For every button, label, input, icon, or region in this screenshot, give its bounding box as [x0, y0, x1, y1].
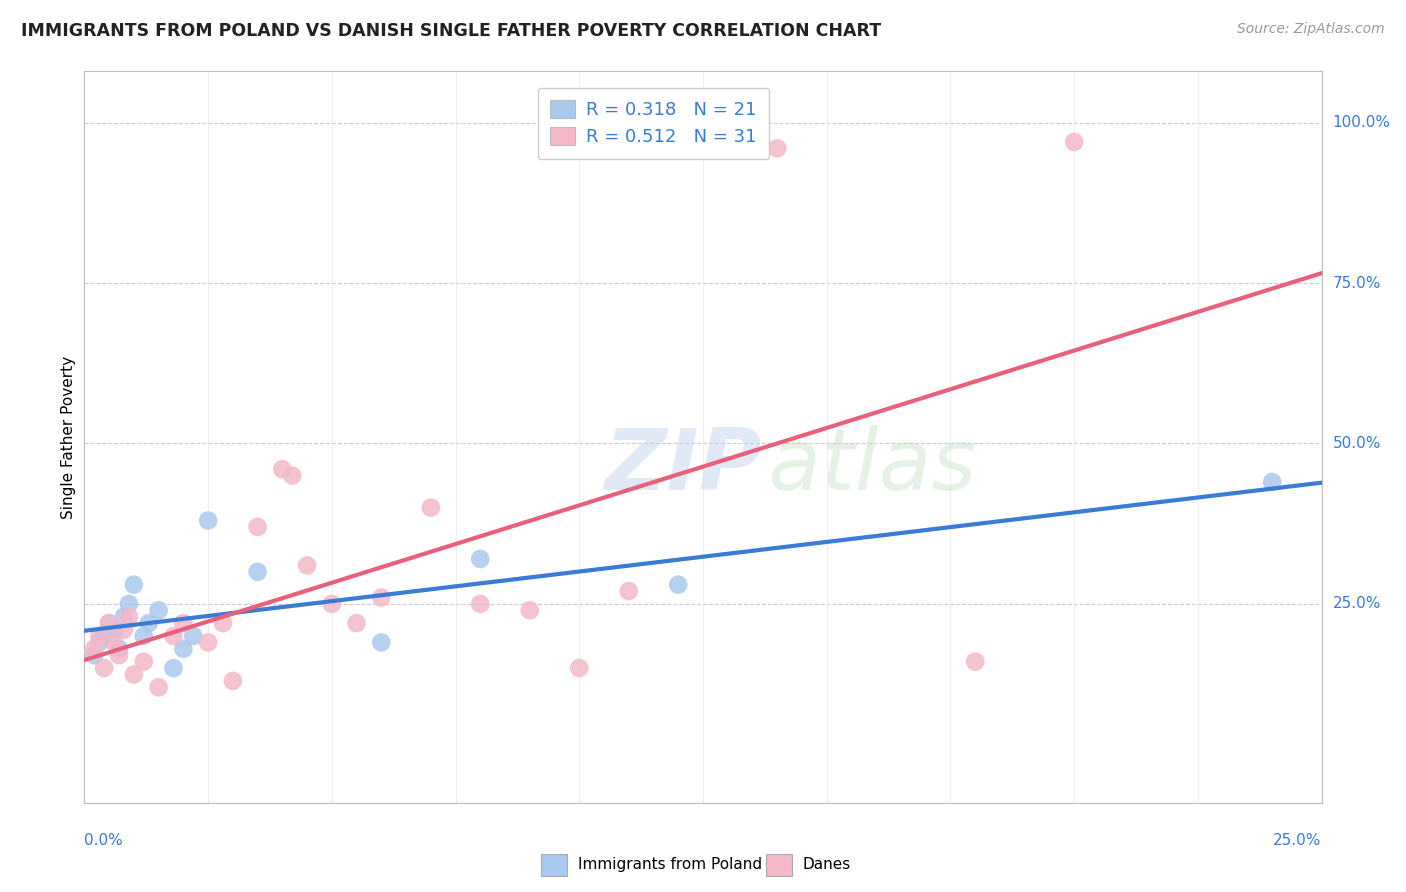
Text: Immigrants from Poland: Immigrants from Poland	[578, 857, 762, 871]
Point	[162, 661, 184, 675]
Point	[148, 681, 170, 695]
Point	[162, 629, 184, 643]
Point	[108, 641, 131, 656]
Text: atlas: atlas	[605, 425, 976, 508]
Point	[122, 667, 145, 681]
Point	[212, 616, 235, 631]
Text: 75.0%: 75.0%	[1333, 276, 1381, 291]
Text: 25.0%: 25.0%	[1274, 833, 1322, 848]
Point	[222, 673, 245, 688]
Point	[568, 661, 591, 675]
Point	[246, 520, 269, 534]
Point	[93, 661, 115, 675]
Point	[89, 635, 111, 649]
Point	[470, 552, 492, 566]
Point	[98, 616, 121, 631]
Point	[370, 591, 392, 605]
Point	[148, 603, 170, 617]
Point	[1261, 475, 1284, 489]
Point	[112, 623, 135, 637]
Text: 100.0%: 100.0%	[1333, 115, 1391, 130]
Point	[666, 577, 689, 591]
Point	[103, 635, 125, 649]
Point	[112, 609, 135, 624]
Point	[98, 616, 121, 631]
Point	[346, 616, 368, 631]
Text: IMMIGRANTS FROM POLAND VS DANISH SINGLE FATHER POVERTY CORRELATION CHART: IMMIGRANTS FROM POLAND VS DANISH SINGLE …	[21, 22, 882, 40]
Point	[470, 597, 492, 611]
Text: 25.0%: 25.0%	[1333, 597, 1381, 611]
Text: Source: ZipAtlas.com: Source: ZipAtlas.com	[1237, 22, 1385, 37]
Point	[132, 629, 155, 643]
Point	[965, 655, 987, 669]
Point	[766, 141, 789, 155]
Point	[197, 514, 219, 528]
Point	[246, 565, 269, 579]
Point	[419, 500, 441, 515]
Point	[197, 635, 219, 649]
Point	[181, 629, 204, 643]
Point	[1063, 135, 1085, 149]
Point	[122, 577, 145, 591]
Legend: R = 0.318   N = 21, R = 0.512   N = 31: R = 0.318 N = 21, R = 0.512 N = 31	[537, 87, 769, 159]
Point	[118, 597, 141, 611]
Point	[271, 462, 294, 476]
Point	[370, 635, 392, 649]
Point	[172, 641, 194, 656]
Point	[281, 468, 304, 483]
Point	[138, 616, 160, 631]
Point	[83, 648, 105, 663]
Text: 0.0%: 0.0%	[84, 833, 124, 848]
Text: 50.0%: 50.0%	[1333, 436, 1381, 451]
Point	[108, 648, 131, 663]
Y-axis label: Single Father Poverty: Single Father Poverty	[60, 356, 76, 518]
Point	[172, 616, 194, 631]
Point	[83, 641, 105, 656]
Text: ZIP: ZIP	[605, 425, 762, 508]
Point	[617, 584, 640, 599]
Point	[103, 623, 125, 637]
Point	[295, 558, 318, 573]
Point	[519, 603, 541, 617]
Point	[321, 597, 343, 611]
Point	[118, 609, 141, 624]
Text: Danes: Danes	[803, 857, 851, 871]
Point	[89, 629, 111, 643]
Point	[93, 629, 115, 643]
Point	[132, 655, 155, 669]
